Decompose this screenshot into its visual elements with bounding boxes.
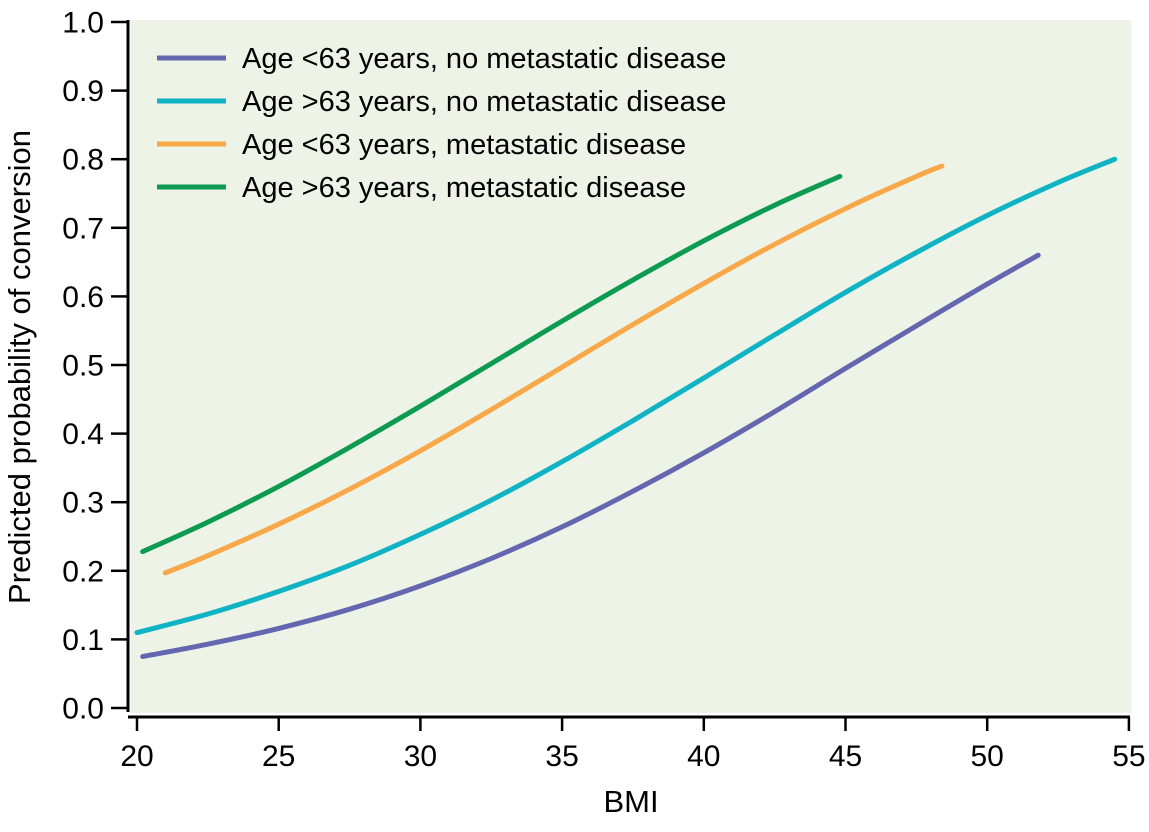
y-tick-label: 0.1 bbox=[62, 624, 104, 657]
series-line-age-gt63-no-mets bbox=[134, 156, 1118, 636]
series-line-age-lt63-no-mets bbox=[140, 252, 1041, 660]
y-tick-label: 0.8 bbox=[62, 144, 104, 177]
y-tick-label: 1.0 bbox=[62, 7, 104, 40]
x-tick-label: 40 bbox=[687, 740, 720, 773]
y-tick-label: 0.5 bbox=[62, 350, 104, 383]
series-line-age-lt63-mets bbox=[162, 163, 945, 576]
y-axis-title: Predicted probability of conversion bbox=[2, 130, 37, 604]
legend-item: Age >63 years, no metastatic disease bbox=[157, 86, 726, 118]
y-tick-label: 0.2 bbox=[62, 555, 104, 588]
legend-label-age-gt63-mets: Age >63 years, metastatic disease bbox=[242, 172, 686, 204]
legend-item: Age <63 years, metastatic disease bbox=[157, 129, 686, 161]
plot-area bbox=[130, 20, 1132, 713]
y-tick-label: 0.7 bbox=[62, 212, 104, 245]
legend-item: Age <63 years, no metastatic disease bbox=[157, 43, 726, 75]
axes-layer: 0.0 0.1 0.2 0.3 0.4 0.5 0.6 0.7 0.8 0.9 1.0 20 25 30 3… bbox=[62, 7, 1145, 774]
x-axis-title: BMI bbox=[603, 784, 658, 819]
legend: Age <63 years, no metastatic disease Age… bbox=[157, 43, 726, 204]
y-tick-label: 0.4 bbox=[62, 418, 104, 451]
legend-label-age-lt63-no-mets: Age <63 years, no metastatic disease bbox=[242, 43, 726, 75]
x-tick-label: 45 bbox=[829, 740, 862, 773]
x-tick-label: 50 bbox=[971, 740, 1004, 773]
y-tick-label: 0.9 bbox=[62, 75, 104, 108]
legend-label-age-gt63-no-mets: Age >63 years, no metastatic disease bbox=[242, 86, 726, 118]
legend-label-age-lt63-mets: Age <63 years, metastatic disease bbox=[242, 129, 686, 161]
x-tick-label: 30 bbox=[404, 740, 437, 773]
curves-layer bbox=[134, 156, 1118, 660]
y-tick-label: 0.0 bbox=[62, 693, 104, 726]
y-tick-label: 0.3 bbox=[62, 487, 104, 520]
x-tick-label: 35 bbox=[545, 740, 578, 773]
x-tick-label: 55 bbox=[1112, 740, 1145, 773]
y-tick-label: 0.6 bbox=[62, 281, 104, 314]
legend-item: Age >63 years, metastatic disease bbox=[157, 172, 686, 204]
x-tick-label: 20 bbox=[120, 740, 153, 773]
x-tick-label: 25 bbox=[262, 740, 295, 773]
series-line-age-gt63-mets bbox=[140, 173, 843, 555]
